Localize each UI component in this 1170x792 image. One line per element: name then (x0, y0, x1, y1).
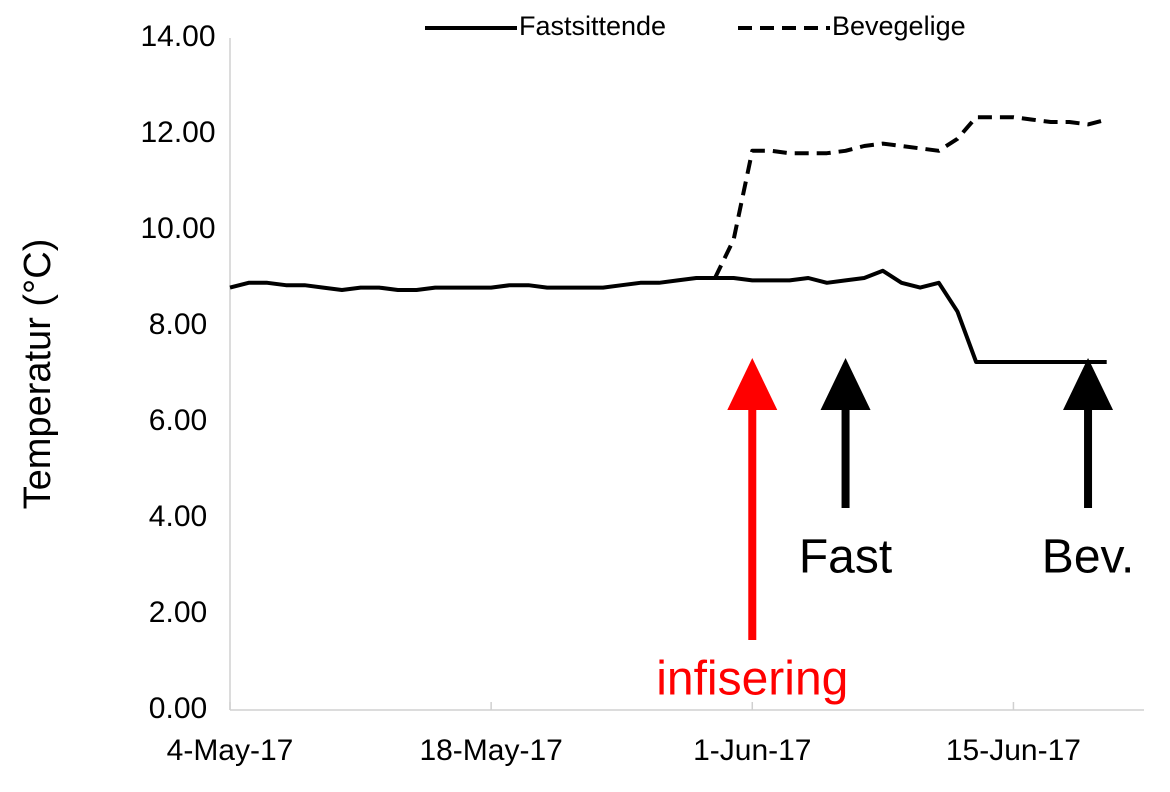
legend-label: Bevegelige (832, 11, 966, 41)
annotation-label: infisering (656, 653, 848, 706)
annotation-label: Bev. (1042, 531, 1134, 584)
x-tick-label: 1-Jun-17 (693, 734, 811, 767)
annotation-arrow-head (820, 358, 871, 410)
y-tick-label: 12.00 (140, 116, 215, 149)
legend-label: Fastsittende (519, 11, 666, 41)
annotation-arrow-head (727, 358, 778, 410)
y-tick-label: 4.00 (149, 500, 207, 533)
series-line (713, 115, 1108, 279)
series-line (229, 268, 1107, 364)
x-tick-label: 18-May-17 (419, 734, 562, 767)
x-tick-label: 4-May-17 (167, 734, 294, 767)
y-tick-label: 2.00 (149, 596, 207, 629)
y-tick-label: 14.00 (140, 20, 215, 53)
y-tick-label: 0.00 (149, 692, 207, 725)
annotation-label: Fast (799, 531, 892, 584)
y-tick-label: 6.00 (149, 404, 207, 437)
x-tick-label: 15-Jun-17 (946, 734, 1081, 767)
annotation-arrow-head (1063, 358, 1114, 410)
y-axis-label: Temperatur (°C) (17, 239, 59, 510)
y-tick-label: 10.00 (140, 212, 215, 245)
y-tick-label: 8.00 (149, 308, 207, 341)
